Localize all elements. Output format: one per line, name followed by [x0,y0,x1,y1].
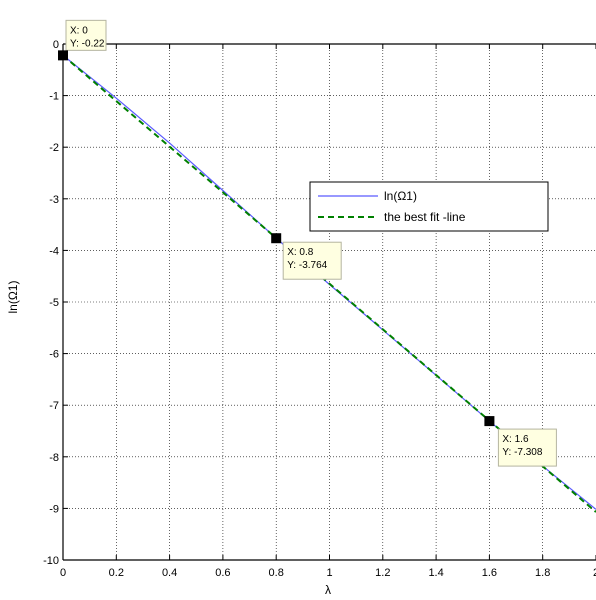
x-axis-label: λ [325,583,331,597]
x-tick-label: 0.8 [269,567,284,579]
legend-box [309,181,549,232]
y-tick-label: -10 [43,555,59,567]
y-tick-label: -2 [49,142,59,154]
data-tips: X: 0 Y: -0.22 X: 0.8 Y: -3.764 X: 1.6 Y: -7.3… [58,19,557,467]
datatip-marker [58,50,68,61]
datatip-box [497,428,557,467]
y-tick-label: -6 [49,349,59,361]
axes [62,43,596,561]
x-tick-labels: 0 0.2 0.4 0.6 0.8 1 1.2 1.4 1.6 1.8 2 [60,567,596,579]
legend-label-best-fit-line: the best fit -line [384,210,466,224]
y-axis-label: ln(Ω1) [6,281,20,314]
x-tick-label: 0.2 [109,567,124,579]
datatip-marker [484,416,495,427]
x-tick-label: 1.8 [535,567,550,579]
x-tick-label: 0.6 [215,567,230,579]
y-tick-label: -3 [49,194,59,206]
y-tick-labels: 0 -1 -2 -3 -4 -5 -6 -7 -8 -9 -10 [43,39,59,567]
datatip-y-label: Y: -3.764 [287,260,327,271]
x-tick-label: 2 [593,567,596,579]
y-tick-label: -8 [49,452,59,464]
y-tick-label: -1 [49,91,59,103]
datatip-y-label: Y: -7.308 [502,447,542,458]
datatip-box [282,241,342,280]
datatip-x-label: X: 0 [70,25,88,36]
y-tick-label: -7 [49,400,59,412]
datatip-x-label: X: 0.8 [287,247,314,258]
datatip-y-label: Y: -0.22 [70,38,105,49]
x-tick-label: 1.2 [375,567,390,579]
x-tick-label: 1.4 [428,567,443,579]
legend: ln(Ω1) the best fit -line [309,181,549,232]
y-tick-label: 0 [53,39,59,51]
legend-label-ln-omega1: ln(Ω1) [384,189,417,203]
y-tick-label: -9 [49,503,59,515]
y-tick-label: -5 [49,297,59,309]
x-tick-label: 1.6 [482,567,497,579]
datatip-x-label: X: 1.6 [502,434,529,445]
x-tick-label: 0.4 [162,567,177,579]
y-tick-label: -4 [49,245,59,257]
x-tick-label: 1 [326,567,332,579]
datatip-box [65,19,107,51]
datatip-marker [271,233,282,244]
x-tick-label: 0 [60,567,66,579]
